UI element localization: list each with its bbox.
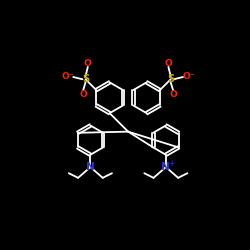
- Text: O: O: [79, 90, 87, 99]
- Text: O⁻: O⁻: [182, 72, 195, 82]
- Text: O: O: [164, 58, 172, 68]
- Text: +: +: [168, 159, 174, 168]
- Text: S: S: [167, 74, 174, 84]
- Text: N: N: [162, 162, 170, 172]
- Text: N: N: [86, 162, 95, 172]
- Text: O⁻: O⁻: [62, 72, 74, 82]
- Text: O: O: [84, 58, 92, 68]
- Text: O: O: [169, 90, 177, 99]
- Text: S: S: [82, 74, 89, 84]
